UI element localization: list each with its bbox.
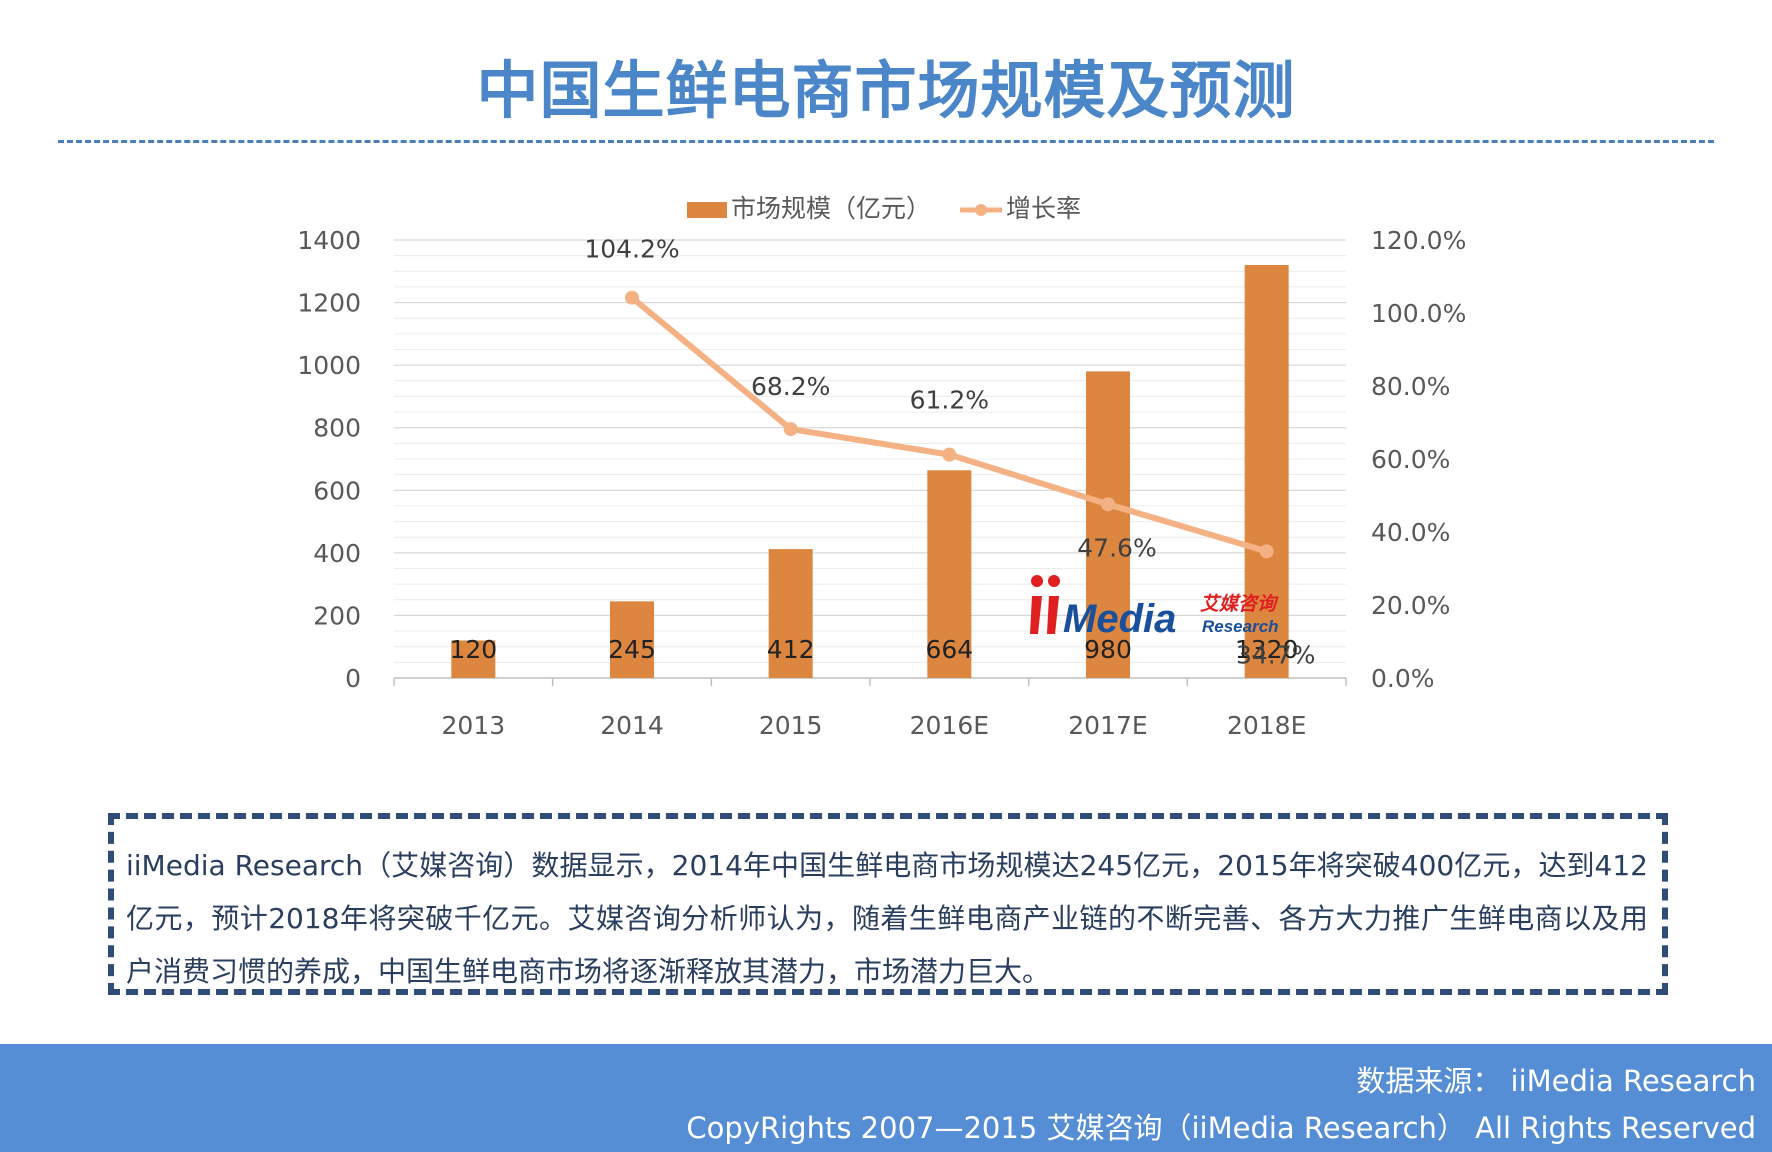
logo-brand-text: Media [1063, 597, 1176, 640]
description-text: iiMedia Research（艾媒咨询）数据显示，2014年中国生鲜电商市场… [126, 849, 1648, 988]
left-axis-tick-label: 1200 [297, 289, 361, 318]
legend-swatch-marker [975, 204, 987, 216]
right-axis-tick-label: 20.0% [1371, 591, 1450, 620]
footer-bar: 数据来源： iiMedia Research CopyRights 2007—2… [0, 1044, 1772, 1152]
bar [1086, 371, 1130, 678]
growth-rate-point [1259, 544, 1274, 559]
market-size-chart: 0 200 400 600 800 1000 1200 1400 0.0% 20.0% 40.0% 6… [297, 194, 1466, 740]
left-axis-tick-label: 200 [313, 601, 361, 630]
bar [610, 601, 654, 678]
left-axis-tick-label: 400 [313, 539, 361, 568]
line-data-label: 47.6% [1077, 533, 1156, 562]
x-axis-tick-label: 2014 [600, 711, 664, 740]
iimedia-logo: Media 艾媒咨询 Research [1030, 575, 1279, 640]
right-axis-tick-label: 60.0% [1371, 445, 1450, 474]
line-data-label: 61.2% [910, 386, 989, 415]
bar [768, 549, 813, 678]
legend-label-line: 增长率 [1006, 194, 1081, 223]
left-axis-tick-label: 1000 [297, 351, 361, 380]
bar-data-label: 245 [608, 635, 656, 664]
logo-sub-text: Research [1202, 617, 1279, 636]
right-axis-tick-label: 120.0% [1371, 226, 1466, 255]
logo-cn-text: 艾媒咨询 [1200, 593, 1279, 615]
footer-copyright: CopyRights 2007—2015 艾媒咨询（iiMedia Resear… [686, 1111, 1756, 1145]
right-axis-tick-label: 100.0% [1371, 299, 1466, 328]
bar [451, 640, 496, 678]
growth-rate-point [942, 447, 957, 462]
bar-data-label: 1320 [1235, 635, 1299, 664]
legend-label-bar: 市场规模（亿元） [731, 194, 931, 223]
line-data-label: 104.2% [584, 235, 679, 264]
bar [927, 470, 972, 678]
bar-data-label: 664 [925, 635, 973, 664]
left-axis-tick-label: 1400 [297, 226, 361, 255]
left-axis-tick-label: 600 [313, 476, 361, 505]
bar [1244, 265, 1289, 678]
line-data-label: 68.2% [751, 372, 830, 401]
growth-rate-point [625, 290, 639, 305]
footer-source: 数据来源： iiMedia Research [1356, 1064, 1756, 1098]
x-axis-tick-label: 2016E [910, 711, 989, 740]
left-axis-tick-label: 0 [345, 664, 361, 693]
logo-dot-2 [1048, 575, 1060, 587]
left-axis-tick-label: 800 [313, 414, 361, 443]
logo-i-1 [1030, 596, 1042, 634]
line-data-label: 34.7% [1236, 640, 1315, 669]
logo-i-2 [1047, 596, 1059, 634]
x-axis-tick-label: 2015 [759, 711, 823, 740]
right-axis-tick-label: 0.0% [1371, 664, 1435, 693]
description-box: iiMedia Research（艾媒咨询）数据显示，2014年中国生鲜电商市场… [108, 813, 1668, 995]
right-axis-tick-label: 40.0% [1371, 518, 1450, 547]
growth-rate-point [783, 422, 798, 437]
legend-swatch-bar [687, 202, 727, 218]
page-title: 中国生鲜电商市场规模及预测 [476, 54, 1296, 127]
x-axis-tick-label: 2018E [1227, 711, 1306, 740]
bar-data-label: 120 [449, 635, 497, 664]
x-axis-tick-label: 2013 [442, 711, 506, 740]
title-divider [58, 140, 1714, 143]
logo-dot-1 [1031, 575, 1043, 587]
bar-data-label: 412 [767, 635, 815, 664]
x-axis-tick-label: 2017E [1068, 711, 1147, 740]
right-axis-tick-label: 80.0% [1371, 372, 1450, 401]
growth-rate-point [1101, 497, 1115, 512]
bar-data-label: 980 [1084, 635, 1132, 664]
